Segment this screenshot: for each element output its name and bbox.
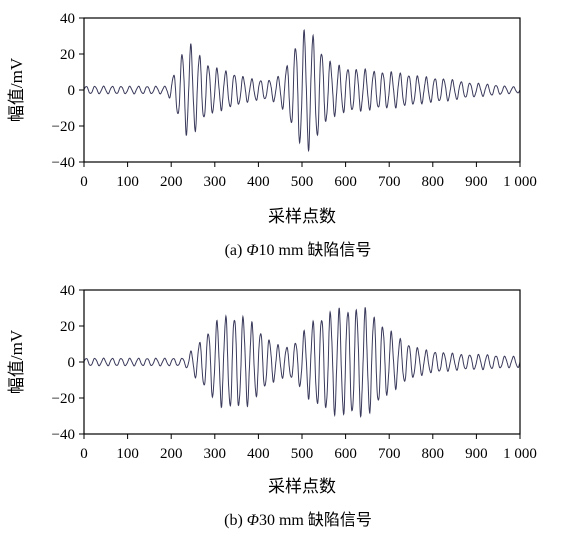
panel-b-chart: 0 100 200 300 400 500 600 700 800 900 1 00040200−2… [7,283,537,529]
panel-a-xtick-label: 100 [116,174,139,190]
panel-b-xtick-label: 900 [465,446,488,462]
panel-b-xtick-label: 100 [116,446,139,462]
panel-b-ytick-label: 20 [60,319,75,335]
panel-b-signal-line [83,307,521,418]
panel-a-xtick-label: 300 [204,174,227,190]
panel-a-signal-line [83,29,521,153]
panel-b-xtick-label: 0 [80,446,88,462]
panel-b-caption-rest: 30 mm 缺陷信号 [259,511,372,529]
panel-b-xtick-label: 200 [160,446,183,462]
panel-a-xtick-label: 200 [160,174,183,190]
panel-a-ylabel: 幅值/mV [7,57,26,122]
panel-a-caption: (a) Φ10 mm 缺陷信号 [225,241,372,259]
panel-a-ytick-label: 40 [60,11,75,27]
panel-b-caption: (b) Φ30 mm 缺陷信号 [224,511,372,529]
panel-b-ytick-label: 40 [60,283,75,299]
panel-b-caption-prefix: (b) [224,512,247,529]
panel-b-xtick-label: 800 [422,446,445,462]
panel-a-ytick-label: 0 [68,83,76,99]
panel-b-ylabel: 幅值/mV [7,329,26,394]
panel-b-xlabel: 采样点数 [268,477,336,496]
panel-a-ytick-label: 20 [60,47,75,63]
panel-a-xtick-label: 600 [334,174,357,190]
panel-a-caption-rest: 10 mm 缺陷信号 [259,241,372,259]
panel-a-caption-prefix: (a) [225,242,247,259]
panel-a-ticks: 0 100 200 300 400 500 600 700 800 900 1 00040200−2… [52,11,537,190]
panel-a-chart: 0 100 200 300 400 500 600 700 800 900 1 00040200−2… [7,11,537,259]
panel-b-plot-frame [83,289,521,435]
panel-b-ytick-label: 0 [68,355,76,371]
panel-a-ytick-label: −40 [52,155,75,171]
panel-a-xtick-label: 1 000 [503,174,537,190]
panel-b-xtick-label: 700 [378,446,401,462]
panel-b-xtick-label: 1 000 [503,446,537,462]
panel-a-xtick-label: 700 [378,174,401,190]
panel-a-xtick-label: 400 [247,174,270,190]
panel-b-xtick-label: 300 [204,446,227,462]
panel-a-xtick-label: 0 [80,174,88,190]
panel-a-caption-symbol: Φ [246,242,258,259]
panel-b-xtick-label: 400 [247,446,270,462]
panel-b-ytick-label: −20 [52,391,75,407]
panel-a-ytick-label: −20 [52,119,75,135]
panel-b-xtick-label: 500 [291,446,314,462]
panel-a-xtick-label: 800 [422,174,445,190]
panel-b-ticks: 0 100 200 300 400 500 600 700 800 900 1 00040200−2… [52,283,537,462]
panel-a-plot-frame [83,17,521,163]
panel-a-xlabel: 采样点数 [268,207,336,226]
panel-b-ytick-label: −40 [52,427,75,443]
panel-b-caption-symbol: Φ [247,512,259,529]
panel-b-xtick-label: 600 [334,446,357,462]
panel-a-xtick-label: 900 [465,174,488,190]
panel-a-xtick-label: 500 [291,174,314,190]
